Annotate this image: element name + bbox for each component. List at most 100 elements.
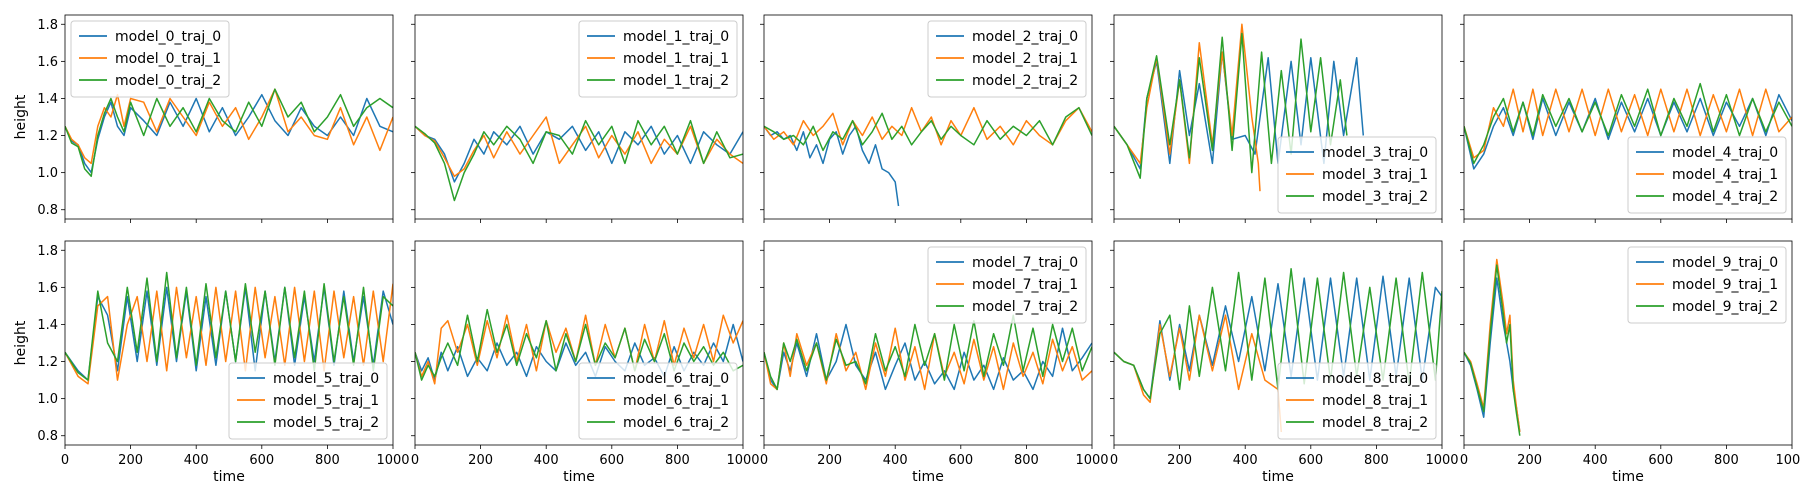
x-tick-label: 0 [1110,453,1118,468]
y-tick-label: 1.4 [37,318,58,333]
legend-box [70,20,230,98]
legend-box [578,20,738,98]
x-tick-label: 800 [665,453,690,468]
x-tick-label: 400 [1233,453,1258,468]
legend-label: model_2_traj_1 [972,51,1078,67]
x-tick-label: 1000 [726,453,759,468]
subplot-model_8: 0 200 400 600 800 1000 time model_8_traj_0model… [1110,240,1459,485]
legend-label: model_4_traj_2 [1672,189,1778,205]
series-line-model_4_traj_2 [1464,82,1792,165]
series-line-model_9_traj_2 [1464,264,1521,436]
legend: model_5_traj_0 model_5_traj_1 model_5_traj… [228,362,388,440]
legend-label: model_5_traj_2 [273,415,379,431]
y-tick-label: 0.8 [37,203,58,218]
x-tick-label: 400 [184,453,209,468]
series-line-model_2_traj_1 [764,106,1092,146]
legend-box [1627,246,1787,324]
legend-label: model_1_traj_0 [623,29,729,45]
subplot-model_2: model_2_traj_0 model_2_traj_1 model_2_traj… [760,14,1093,223]
y-tick-label: 1.6 [37,55,58,70]
x-tick-label: 400 [534,453,559,468]
legend-box [927,246,1087,324]
legend-label: model_9_traj_0 [1672,255,1778,271]
legend: model_4_traj_0 model_4_traj_1 model_4_traj… [1627,136,1787,214]
x-axis-label: time [912,469,944,485]
legend-label: model_1_traj_1 [623,51,729,67]
legend-label: model_5_traj_0 [273,371,379,387]
legend-label: model_6_traj_2 [623,415,729,431]
legend-box [228,362,388,440]
series-line-model_0_traj_1 [65,88,393,165]
axes-frame [414,14,744,220]
series-line-model_1_traj_1 [415,116,743,178]
x-tick-label: 200 [817,453,842,468]
x-tick-label: 1000 [1075,453,1108,468]
legend: model_1_traj_0 model_1_traj_1 model_1_traj… [578,20,738,98]
x-tick-label: 200 [1167,453,1192,468]
x-tick-label: 600 [1648,453,1673,468]
y-tick-label: 1.2 [37,355,58,370]
x-tick-label: 600 [249,453,274,468]
x-tick-label: 400 [883,453,908,468]
x-axis-label: time [563,469,595,485]
x-tick-label: 1000 [376,453,409,468]
y-tick-label: 1.8 [37,18,58,33]
axes-frame [64,14,394,220]
subplot-model_4: model_4_traj_0 model_4_traj_1 model_4_traj… [1460,14,1793,223]
axes-frame [1463,240,1793,446]
x-tick-label: 800 [1714,453,1739,468]
legend-label: model_3_traj_1 [1322,167,1428,183]
series-line-model_2_traj_2 [764,106,1092,152]
x-axis-label: time [1612,469,1644,485]
legend-label: model_6_traj_0 [623,371,729,387]
legend-label: model_8_traj_0 [1322,371,1428,387]
axes-frame [1463,14,1793,220]
legend-label: model_4_traj_1 [1672,167,1778,183]
legend-box [1277,362,1437,440]
x-tick-label: 0 [760,453,768,468]
series-line-model_3_traj_2 [1114,32,1348,179]
legend-box [927,20,1087,98]
x-axis-label: time [1262,469,1294,485]
legend: model_2_traj_0 model_2_traj_1 model_2_traj… [927,20,1087,98]
legend-label: model_7_traj_2 [972,299,1078,315]
x-tick-label: 1000 [1775,453,1800,468]
y-tick-label: 1.8 [37,244,58,259]
legend: model_6_traj_0 model_6_traj_1 model_6_traj… [578,362,738,440]
legend-label: model_7_traj_1 [972,277,1078,293]
legend-label: model_3_traj_2 [1322,189,1428,205]
x-tick-label: 800 [315,453,340,468]
x-tick-label: 200 [468,453,493,468]
x-tick-label: 0 [411,453,419,468]
legend-label: model_8_traj_1 [1322,393,1428,409]
legend-label: model_9_traj_2 [1672,299,1778,315]
subplot-model_0: 0.8 1.0 1.2 1.4 1.6 1.8 height model_0_traj_0mo… [13,14,394,223]
legend-label: model_8_traj_2 [1322,415,1428,431]
legend-label: model_5_traj_1 [273,393,379,409]
series-line-model_5_traj_2 [65,271,393,381]
legend-label: model_2_traj_2 [972,73,1078,89]
legend-label: model_2_traj_0 [972,29,1078,45]
legend-label: model_4_traj_0 [1672,145,1778,161]
legend-label: model_0_traj_0 [115,29,221,45]
legend-box [578,362,738,440]
x-tick-label: 600 [599,453,624,468]
legend-label: model_1_traj_2 [623,73,729,89]
axes-frame [763,14,1093,220]
y-axis-label: height [13,94,29,139]
y-tick-label: 0.8 [37,429,58,444]
legend: model_8_traj_0 model_8_traj_1 model_8_traj… [1277,362,1437,440]
series-line-model_1_traj_2 [415,119,743,202]
x-axis-label: time [213,469,245,485]
y-tick-label: 1.0 [37,392,58,407]
subplot-model_9: 0 200 400 600 800 1000 time model_9_traj_0model… [1460,240,1800,485]
legend: model_3_traj_0 model_3_traj_1 model_3_traj… [1277,136,1437,214]
y-tick-label: 1.0 [37,166,58,181]
series-line-model_8_traj_2 [1114,268,1442,400]
axes-frame [763,240,1093,446]
x-tick-label: 800 [1364,453,1389,468]
axes-frame [1113,14,1443,220]
x-tick-label: 1000 [1425,453,1458,468]
series-line-model_7_traj_1 [764,327,1092,391]
